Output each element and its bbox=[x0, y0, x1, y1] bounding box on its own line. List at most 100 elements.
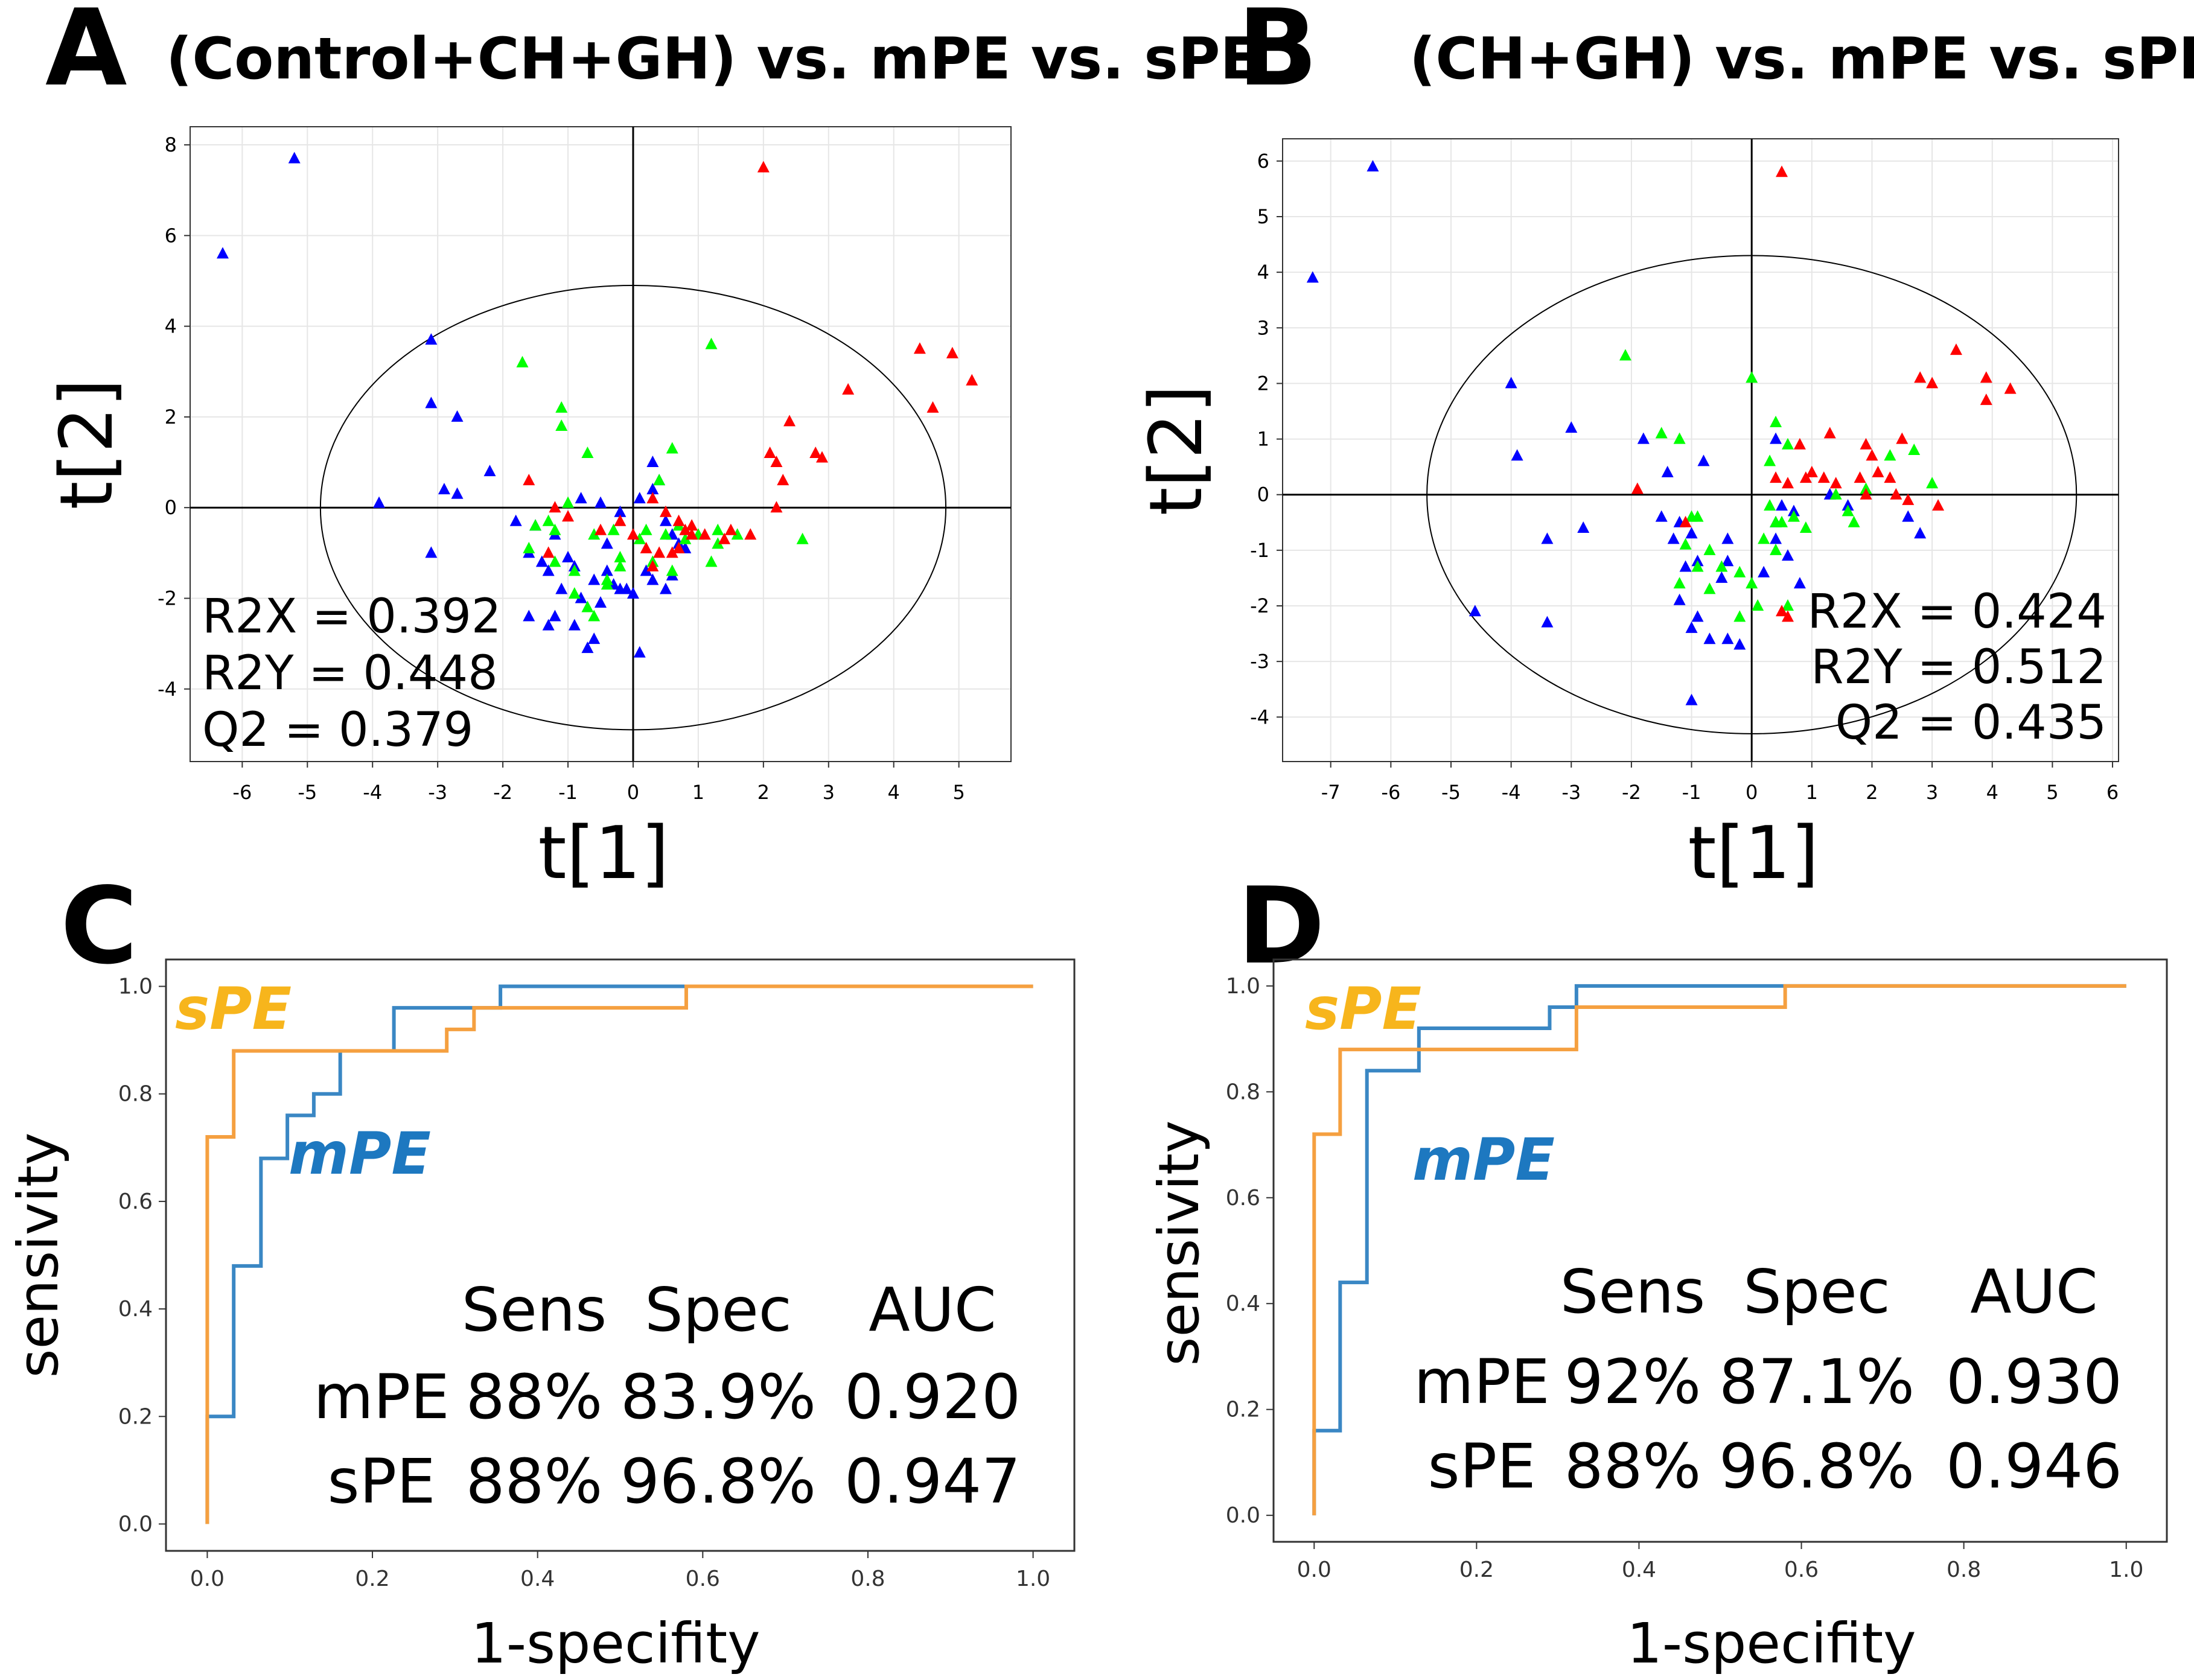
data-point-mpe bbox=[1715, 560, 1728, 572]
data-point-control-ch-gh bbox=[601, 564, 613, 576]
data-point-spe bbox=[809, 447, 822, 459]
data-point-spe bbox=[764, 447, 776, 459]
data-point-mpe bbox=[1655, 427, 1668, 439]
stats-sens-value: 88% bbox=[466, 1446, 603, 1518]
data-point-control-ch-gh bbox=[620, 582, 633, 594]
data-point-mpe bbox=[1673, 432, 1686, 444]
data-point-spe bbox=[653, 546, 666, 558]
data-point-mpe bbox=[1842, 504, 1854, 517]
data-point-spe bbox=[770, 456, 783, 468]
data-point-ch-gh bbox=[1685, 621, 1698, 633]
data-point-ch-gh bbox=[1565, 421, 1578, 433]
score-plot-b: -7 -6 -5 -4 -3 -2 -1 0 1 2 3 4 5 6 -4 -3 -2 -1 0 1 2 3 4 5 6 t[1]… bbox=[1135, 138, 2119, 896]
x-tick-label: 0.0 bbox=[1297, 1558, 1331, 1582]
data-point-spe bbox=[1776, 605, 1788, 617]
data-point-spe bbox=[966, 374, 978, 386]
data-point-spe bbox=[777, 474, 789, 486]
data-point-mpe bbox=[555, 401, 568, 413]
y-tick-label: -4 bbox=[1250, 705, 1269, 728]
y-tick-label: -1 bbox=[1250, 539, 1269, 562]
data-point-ch-gh bbox=[1715, 571, 1728, 583]
y-tick-label: 4 bbox=[1257, 261, 1269, 284]
model-stat-annotation: R2Y = 0.512 bbox=[1811, 640, 2106, 695]
plot-frame bbox=[1272, 958, 2168, 1543]
data-point-mpe bbox=[666, 442, 678, 454]
x-axis-label: 1-specifity bbox=[1627, 1611, 1916, 1676]
x-tick-label: 6 bbox=[2106, 781, 2119, 804]
x-tick-label: 0.4 bbox=[1622, 1558, 1656, 1582]
x-axis-label: 1-specifity bbox=[471, 1611, 760, 1676]
data-point-mpe bbox=[640, 523, 652, 535]
data-point-spe bbox=[1793, 438, 1806, 450]
x-tick-label: -2 bbox=[493, 781, 512, 804]
x-tick-label: -6 bbox=[1381, 781, 1400, 804]
x-tick-label: 2 bbox=[1866, 781, 1878, 804]
data-point-control-ch-gh bbox=[646, 456, 659, 468]
data-point-mpe bbox=[1829, 488, 1842, 500]
data-point-mpe bbox=[1758, 532, 1770, 544]
x-tick-label: 0.2 bbox=[355, 1567, 389, 1591]
x-tick-label: 1.0 bbox=[1016, 1567, 1050, 1591]
data-point-spe bbox=[698, 528, 711, 540]
data-point-mpe bbox=[607, 523, 620, 535]
model-stat-annotation: R2X = 0.424 bbox=[1808, 585, 2107, 639]
y-tick-label: -2 bbox=[1250, 594, 1269, 617]
data-point-spe bbox=[842, 383, 855, 395]
y-tick-label: 0 bbox=[165, 496, 177, 519]
y-tick-label: 0.6 bbox=[118, 1189, 153, 1214]
data-point-mpe bbox=[666, 564, 678, 576]
data-point-spe bbox=[1866, 449, 1878, 461]
data-point-spe bbox=[744, 528, 757, 540]
data-point-spe bbox=[542, 546, 555, 558]
data-point-spe bbox=[1896, 432, 1909, 444]
y-tick-label: 1.0 bbox=[1226, 974, 1260, 999]
data-point-spe bbox=[913, 342, 926, 354]
data-point-ch-gh bbox=[1541, 616, 1554, 628]
y-axis-label: sensivity bbox=[6, 1133, 71, 1378]
x-tick-label: -2 bbox=[1622, 781, 1641, 804]
x-tick-label: -5 bbox=[298, 781, 317, 804]
panel-letter-a: A bbox=[45, 0, 127, 110]
data-point-control-ch-gh bbox=[425, 396, 438, 409]
data-point-control-ch-gh bbox=[373, 496, 386, 508]
model-stat-annotation: Q2 = 0.435 bbox=[1835, 696, 2106, 750]
data-point-control-ch-gh bbox=[595, 596, 607, 608]
stats-row-name: sPE bbox=[1427, 1431, 1535, 1503]
stats-row-name: sPE bbox=[327, 1446, 435, 1518]
data-point-mpe bbox=[614, 559, 627, 571]
data-point-ch-gh bbox=[1366, 160, 1379, 172]
data-point-spe bbox=[1902, 493, 1915, 505]
data-point-ch-gh bbox=[1469, 605, 1481, 617]
stats-spec-value: 96.8% bbox=[620, 1446, 816, 1518]
data-point-mpe bbox=[1848, 515, 1860, 527]
stats-header-auc: AUC bbox=[1970, 1256, 2097, 1327]
x-tick-label: 0.8 bbox=[850, 1567, 885, 1591]
data-point-spe bbox=[640, 541, 652, 553]
data-point-spe bbox=[1860, 488, 1872, 500]
data-point-mpe bbox=[1703, 582, 1716, 594]
data-point-ch-gh bbox=[1721, 532, 1734, 544]
plot-frame bbox=[1282, 138, 2119, 762]
stats-sens-value: 88% bbox=[466, 1361, 603, 1433]
data-point-control-ch-gh bbox=[542, 619, 555, 631]
data-point-control-ch-gh bbox=[568, 619, 581, 631]
data-point-control-ch-gh bbox=[627, 587, 639, 599]
data-point-spe bbox=[595, 523, 607, 535]
roc-chart-c: 0.0 0.2 0.4 0.6 0.8 1.0 0.0 0.2 0.4 0.6 0.8 1.0 sPE m… bbox=[6, 958, 1076, 1676]
panel-letter-b: B bbox=[1237, 0, 1318, 110]
data-point-mpe bbox=[1733, 610, 1746, 622]
data-point-control-ch-gh bbox=[575, 492, 587, 504]
data-point-control-ch-gh bbox=[633, 646, 646, 658]
stats-auc-value: 0.946 bbox=[1946, 1431, 2122, 1503]
roc-curve-mpe bbox=[205, 984, 1033, 1524]
data-point-spe bbox=[1770, 471, 1782, 483]
data-point-control-ch-gh bbox=[646, 483, 659, 495]
stats-sens-value: 92% bbox=[1564, 1346, 1701, 1418]
data-point-mpe bbox=[712, 523, 724, 535]
data-point-ch-gh bbox=[1793, 577, 1806, 589]
data-point-mpe bbox=[1770, 515, 1782, 527]
y-tick-label: 0.0 bbox=[1226, 1503, 1260, 1528]
score-plot-a: -6 -5 -4 -3 -2 -1 0 1 2 3 4 5 -4 -2 0 2 4 6 8 t[1] t[2] R2X =… bbox=[45, 126, 1012, 896]
data-point-spe bbox=[1890, 488, 1902, 500]
data-point-mpe bbox=[1770, 415, 1782, 427]
